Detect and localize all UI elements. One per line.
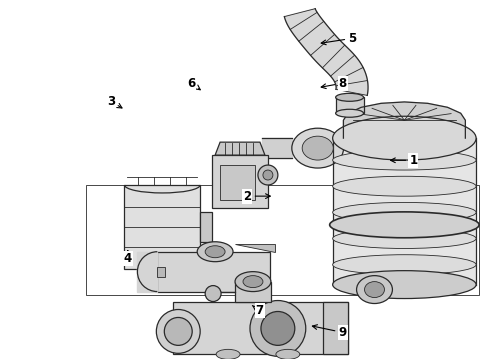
- Polygon shape: [343, 102, 465, 138]
- Text: 1: 1: [391, 154, 417, 167]
- Bar: [333, 138, 476, 285]
- Text: 7: 7: [252, 305, 264, 318]
- Polygon shape: [235, 282, 271, 302]
- Ellipse shape: [250, 301, 306, 356]
- Polygon shape: [284, 9, 368, 95]
- Ellipse shape: [333, 150, 476, 170]
- Text: 2: 2: [244, 190, 270, 203]
- Bar: [86, 185, 479, 294]
- Ellipse shape: [333, 116, 476, 160]
- Polygon shape: [323, 302, 347, 354]
- Ellipse shape: [330, 212, 479, 238]
- Text: 3: 3: [107, 95, 122, 108]
- Text: 6: 6: [187, 77, 200, 90]
- Ellipse shape: [292, 128, 343, 168]
- Ellipse shape: [333, 271, 476, 298]
- Ellipse shape: [302, 136, 333, 160]
- Ellipse shape: [205, 285, 221, 302]
- Ellipse shape: [333, 202, 476, 222]
- Polygon shape: [220, 165, 255, 200]
- Polygon shape: [200, 212, 212, 242]
- Polygon shape: [235, 244, 275, 252]
- Ellipse shape: [261, 311, 295, 345]
- Ellipse shape: [333, 229, 476, 248]
- Ellipse shape: [197, 242, 233, 262]
- Bar: [336, 97, 364, 113]
- Polygon shape: [157, 252, 270, 292]
- Polygon shape: [212, 155, 268, 208]
- Polygon shape: [173, 302, 347, 354]
- Polygon shape: [137, 252, 157, 292]
- Ellipse shape: [336, 109, 364, 117]
- Polygon shape: [262, 138, 292, 158]
- Ellipse shape: [258, 165, 278, 185]
- Ellipse shape: [164, 318, 192, 345]
- Polygon shape: [215, 142, 265, 155]
- Text: 5: 5: [321, 32, 357, 45]
- Ellipse shape: [263, 170, 273, 180]
- Ellipse shape: [216, 349, 240, 359]
- Bar: [157, 267, 165, 276]
- Ellipse shape: [205, 246, 225, 258]
- Ellipse shape: [333, 176, 476, 196]
- Ellipse shape: [235, 272, 271, 292]
- Ellipse shape: [333, 255, 476, 275]
- Ellipse shape: [156, 310, 200, 353]
- Ellipse shape: [276, 349, 300, 359]
- Polygon shape: [124, 185, 200, 269]
- Ellipse shape: [243, 276, 263, 288]
- Ellipse shape: [365, 282, 385, 298]
- Ellipse shape: [336, 93, 364, 101]
- Ellipse shape: [357, 276, 392, 303]
- Text: 8: 8: [321, 77, 347, 90]
- Text: 4: 4: [124, 251, 132, 265]
- Text: 9: 9: [313, 325, 347, 339]
